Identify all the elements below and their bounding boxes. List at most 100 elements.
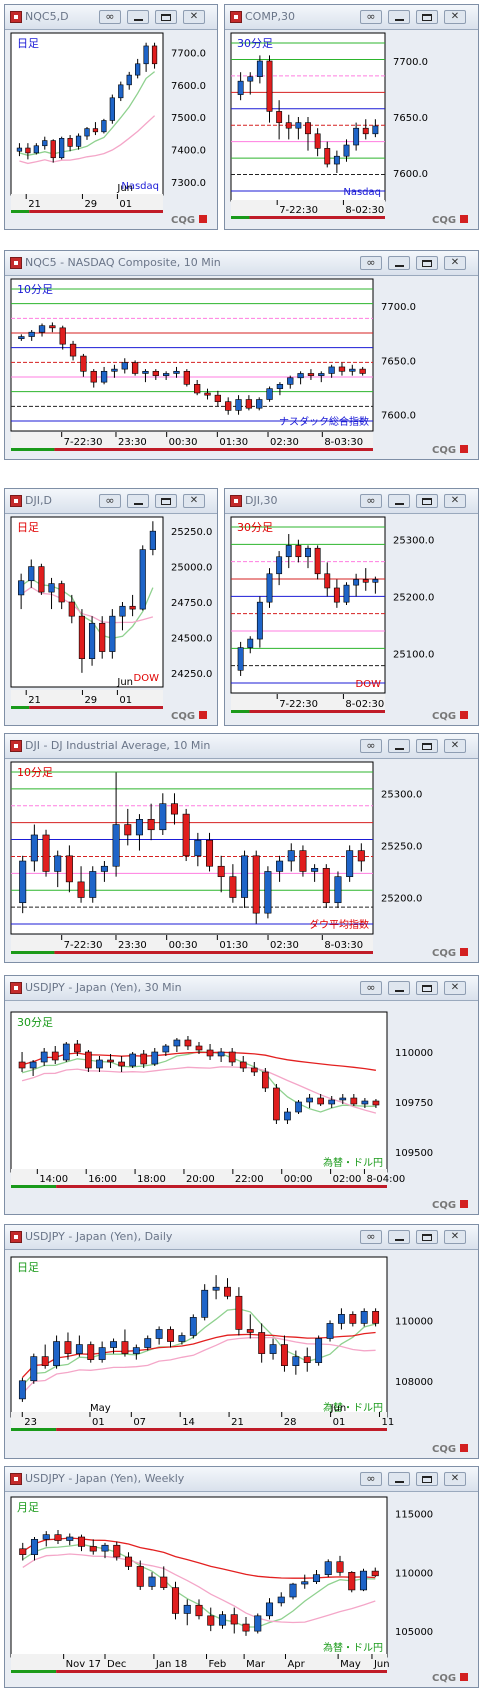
candle xyxy=(229,864,237,903)
candle xyxy=(75,1335,83,1357)
minimize-button[interactable] xyxy=(388,256,410,270)
cqg-logo: CQG xyxy=(432,1673,456,1684)
x-tick-label: 23 xyxy=(24,1417,37,1428)
candle xyxy=(144,1335,152,1351)
window-title: NQC5,D xyxy=(25,10,69,23)
minimize-button[interactable] xyxy=(127,494,149,508)
instrument-label: Nasdaq xyxy=(121,181,159,192)
minimize-button[interactable] xyxy=(388,494,410,508)
maximize-button[interactable] xyxy=(155,494,177,508)
candle xyxy=(224,1278,231,1300)
close-button[interactable] xyxy=(444,256,466,270)
close-button[interactable] xyxy=(444,739,466,753)
close-button[interactable] xyxy=(444,1230,466,1244)
candle xyxy=(264,866,272,919)
chart-window-dji-10min[interactable]: DJI - DJ Industrial Average, 10 Min 10分足ダ… xyxy=(4,733,479,963)
y-tick-label: 105000 xyxy=(395,1627,433,1638)
moving-average-line xyxy=(20,586,154,624)
cqg-logo-mark xyxy=(460,1673,468,1681)
candle xyxy=(111,364,118,378)
candle xyxy=(51,1046,59,1064)
link-button[interactable] xyxy=(99,494,121,508)
minimize-button[interactable] xyxy=(388,10,410,24)
window-icon xyxy=(230,11,242,23)
link-button[interactable] xyxy=(99,10,121,24)
candle xyxy=(173,1038,181,1052)
link-button[interactable] xyxy=(360,739,382,753)
close-button[interactable] xyxy=(444,10,466,24)
minimize-button[interactable] xyxy=(388,739,410,753)
x-axis-strip xyxy=(11,1169,387,1185)
candle xyxy=(372,1308,380,1327)
x-tick-label: 8-03:30 xyxy=(324,437,363,448)
candle xyxy=(100,861,108,882)
x-tick-label: Dec xyxy=(107,1659,126,1670)
candle xyxy=(147,803,155,841)
candle xyxy=(151,42,158,69)
candle xyxy=(59,325,66,350)
candle xyxy=(89,866,97,903)
chart-window-comp-30min[interactable]: COMP,30 30分足 Nasdaq 7700.0 7650.0 7600.0 7-22:… xyxy=(224,4,479,230)
y-tick-label: 7650.0 xyxy=(381,356,416,367)
cqg-logo: CQG xyxy=(432,711,456,722)
candle xyxy=(77,866,85,903)
candle xyxy=(129,1052,136,1068)
minimize-button[interactable] xyxy=(127,10,149,24)
x-tick-label: 16:00 xyxy=(88,1174,117,1185)
x-tick-label: 28 xyxy=(284,1417,297,1428)
cqg-logo-mark xyxy=(460,948,468,956)
close-button[interactable] xyxy=(444,981,466,995)
session-bar xyxy=(29,210,163,213)
candle xyxy=(299,845,307,877)
chart-window-nqc5-10min[interactable]: NQC5 - NASDAQ Composite, 10 Min 10分足ナスダック… xyxy=(4,250,479,460)
minimize-button[interactable] xyxy=(388,1472,410,1486)
candle xyxy=(96,1056,103,1072)
chart-window-dji-30min[interactable]: DJI,30 30分足 DOW 25300.0 25200.0 25100.0 7-22:3… xyxy=(224,488,479,726)
link-button[interactable] xyxy=(360,1230,382,1244)
x-axis-strip xyxy=(11,690,163,706)
window-icon xyxy=(230,495,242,507)
cqg-logo-mark xyxy=(460,1444,468,1452)
candle xyxy=(65,845,73,893)
candle xyxy=(89,1539,97,1555)
link-button[interactable] xyxy=(360,981,382,995)
window-title: USDJPY - Japan (Yen), 30 Min xyxy=(25,981,182,994)
maximize-button[interactable] xyxy=(416,1230,438,1244)
candle xyxy=(107,1054,114,1068)
chart-window-dji-daily[interactable]: DJI,D 日足 DOW 25250.0 25000.0 24750.0 24500.0 24… xyxy=(4,488,218,726)
x-tick-label: Jun xyxy=(373,1659,390,1670)
x-axis-strip xyxy=(231,694,385,710)
link-button[interactable] xyxy=(360,1472,382,1486)
chart-svg: 日足 DOW 25250.0 25000.0 24750.0 24500.0 24250.0… xyxy=(10,516,212,722)
link-button[interactable] xyxy=(360,10,382,24)
maximize-button[interactable] xyxy=(416,494,438,508)
moving-average-line xyxy=(22,1553,376,1624)
maximize-button[interactable] xyxy=(416,739,438,753)
candle xyxy=(118,1056,125,1072)
maximize-button[interactable] xyxy=(155,10,177,24)
close-button[interactable] xyxy=(444,1472,466,1486)
instrument-label: ダウ平均指数 xyxy=(309,918,369,931)
close-button[interactable] xyxy=(444,494,466,508)
close-button[interactable] xyxy=(183,494,205,508)
candle xyxy=(101,1542,109,1559)
candle xyxy=(241,850,249,908)
minimize-button[interactable] xyxy=(388,1230,410,1244)
y-tick-label: 24750.0 xyxy=(171,598,212,609)
minimize-button[interactable] xyxy=(388,981,410,995)
maximize-button[interactable] xyxy=(416,10,438,24)
plot-area xyxy=(10,761,374,935)
maximize-button[interactable] xyxy=(416,256,438,270)
maximize-button[interactable] xyxy=(416,1472,438,1486)
close-button[interactable] xyxy=(183,10,205,24)
maximize-button[interactable] xyxy=(416,981,438,995)
link-button[interactable] xyxy=(360,494,382,508)
chart-window-nqc5-daily[interactable]: NQC5,D 日足 Nasdaq 7700.0 7600.0 7500.0 7400.0 73… xyxy=(4,4,218,230)
link-button[interactable] xyxy=(360,256,382,270)
x-tick-label: 7-22:30 xyxy=(64,940,103,951)
candle xyxy=(195,1042,203,1054)
